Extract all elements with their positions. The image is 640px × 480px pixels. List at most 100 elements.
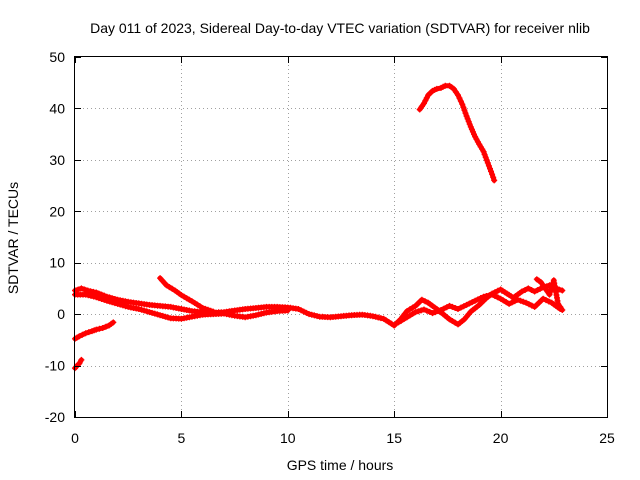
data-point — [258, 310, 265, 317]
data-point — [435, 308, 442, 315]
data-point — [460, 104, 467, 111]
data-point — [138, 306, 145, 313]
plot-frame — [74, 56, 608, 418]
data-point — [559, 307, 566, 313]
data-point — [545, 298, 552, 305]
data-point — [469, 299, 476, 306]
series-track-high-arc — [416, 82, 498, 184]
data-point — [485, 162, 492, 169]
data-point — [76, 333, 83, 340]
data-point — [418, 103, 425, 110]
data-point — [102, 323, 109, 330]
data-point — [117, 301, 124, 308]
x-tick-label: 20 — [493, 430, 509, 446]
data-point — [111, 300, 118, 307]
data-point — [85, 292, 92, 299]
data-point — [79, 331, 86, 338]
y-tick-label: 0 — [57, 306, 65, 322]
x-tick-label: 15 — [386, 430, 402, 446]
data-points — [72, 82, 566, 372]
data-point — [490, 174, 497, 181]
x-tick-label: 25 — [599, 430, 615, 446]
data-point — [459, 101, 466, 108]
data-point — [452, 305, 459, 311]
data-point — [462, 110, 469, 117]
data-point — [483, 157, 490, 164]
data-point — [416, 106, 423, 113]
data-point — [463, 113, 470, 120]
data-point — [429, 310, 436, 317]
data-point — [480, 293, 487, 300]
data-point — [559, 287, 566, 294]
y-tick-label: 40 — [49, 100, 65, 116]
series-track-rising — [72, 319, 117, 342]
data-point — [547, 288, 554, 295]
data-point — [489, 171, 496, 178]
data-point — [151, 310, 158, 317]
data-point — [525, 285, 532, 292]
data-point — [95, 295, 102, 302]
data-point — [517, 297, 524, 304]
data-point — [78, 285, 85, 292]
data-point — [477, 295, 484, 301]
y-tick-label: 10 — [49, 255, 65, 271]
data-point — [528, 287, 535, 293]
data-point — [433, 85, 440, 92]
data-point — [534, 287, 541, 294]
data-point — [303, 309, 310, 316]
x-tick-label: 10 — [280, 430, 296, 446]
data-point — [488, 168, 494, 175]
data-point — [81, 286, 88, 293]
data-point — [438, 307, 444, 313]
y-tick-label: 30 — [49, 152, 65, 168]
data-point — [162, 313, 169, 320]
data-point — [491, 293, 498, 299]
x-axis-label: GPS time / hours — [287, 457, 394, 473]
data-point — [487, 165, 493, 172]
data-point — [93, 326, 100, 333]
data-point — [412, 309, 419, 316]
data-point — [311, 312, 318, 319]
data-point — [483, 293, 490, 299]
data-point — [528, 302, 535, 309]
y-tick-label: -10 — [45, 358, 65, 374]
y-tick-label: -20 — [45, 409, 65, 425]
data-point — [540, 282, 547, 289]
data-point — [98, 296, 105, 302]
chart-title: Day 011 of 2023, Sidereal Day-to-day VTE… — [90, 20, 590, 36]
data-point — [480, 148, 487, 155]
data-point — [90, 293, 97, 300]
data-point — [99, 325, 106, 331]
data-point — [418, 307, 425, 314]
data-point — [78, 356, 85, 363]
data-point — [514, 296, 521, 303]
data-point — [450, 85, 457, 92]
data-point — [484, 159, 491, 166]
data-point — [486, 292, 493, 299]
data-point — [452, 89, 459, 95]
data-point — [464, 115, 471, 122]
data-point — [518, 288, 525, 295]
data-point — [377, 315, 384, 322]
data-point — [446, 302, 453, 309]
data-point — [165, 314, 172, 321]
data-point — [418, 296, 425, 303]
data-point — [466, 121, 473, 128]
data-point — [432, 309, 439, 316]
data-point — [110, 319, 117, 326]
data-point — [449, 303, 456, 310]
data-point — [143, 308, 150, 315]
data-point — [210, 308, 217, 315]
data-point — [421, 306, 427, 313]
x-tick-label: 5 — [178, 430, 186, 446]
series-track-afternoon-b — [395, 291, 564, 326]
data-point — [520, 298, 527, 305]
data-point — [491, 177, 498, 184]
data-point — [103, 297, 110, 304]
data-point — [295, 306, 302, 312]
data-point — [75, 286, 82, 293]
series-track-descending — [157, 275, 217, 315]
data-point — [202, 305, 209, 312]
